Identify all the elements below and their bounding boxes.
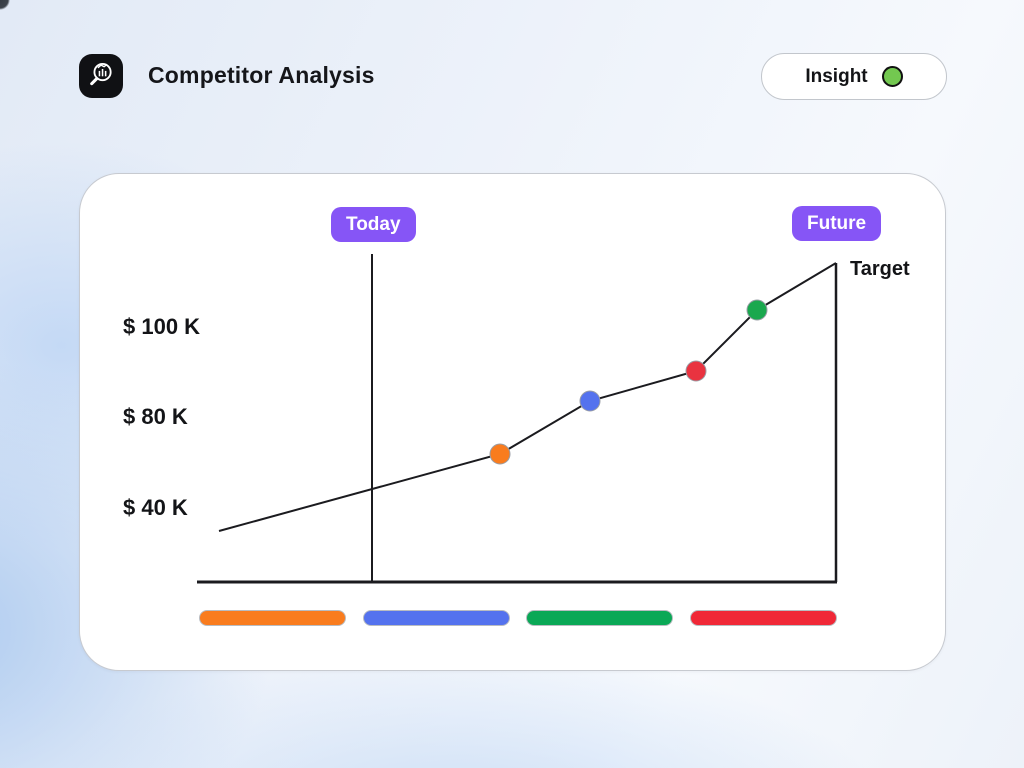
y-axis-label-80k: $ 80 K — [123, 404, 188, 429]
point-blue-dot — [579, 390, 601, 412]
chart-card: Today Future Target $ 100 K $ 80 K $ 40 … — [79, 173, 946, 671]
target-label: Target — [850, 258, 910, 280]
future-badge: Future — [792, 206, 882, 241]
legend-bar-red — [689, 610, 837, 626]
page-title: Competitor Analysis — [148, 62, 375, 88]
insight-status-dot — [881, 66, 903, 87]
point-green-dot — [746, 299, 768, 321]
y-axis-label-40k: $ 40 K — [123, 495, 188, 520]
point-red-dot — [685, 360, 707, 382]
legend-bar-green — [526, 610, 673, 626]
point-orange-dot — [489, 443, 511, 465]
legend-bar-orange — [199, 610, 346, 626]
today-badge: Today — [331, 207, 416, 242]
legend-row — [199, 610, 837, 626]
y-axis-label-100k: $ 100 K — [123, 314, 201, 339]
insight-button-label: Insight — [805, 65, 868, 87]
legend-bar-blue — [362, 610, 510, 626]
app-logo — [79, 54, 123, 98]
insight-button[interactable]: Insight — [761, 53, 947, 100]
chart-svg — [197, 254, 838, 584]
magnifier-chart-icon — [84, 57, 118, 96]
trend-line — [218, 262, 837, 532]
